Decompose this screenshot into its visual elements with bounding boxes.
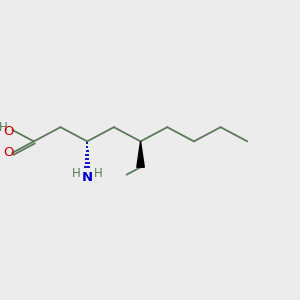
Text: H: H xyxy=(94,167,103,179)
Text: H: H xyxy=(72,167,81,179)
Text: H: H xyxy=(0,121,8,134)
Text: O: O xyxy=(4,146,14,159)
Polygon shape xyxy=(137,141,144,167)
Text: N: N xyxy=(82,171,93,184)
Text: O: O xyxy=(4,125,14,138)
